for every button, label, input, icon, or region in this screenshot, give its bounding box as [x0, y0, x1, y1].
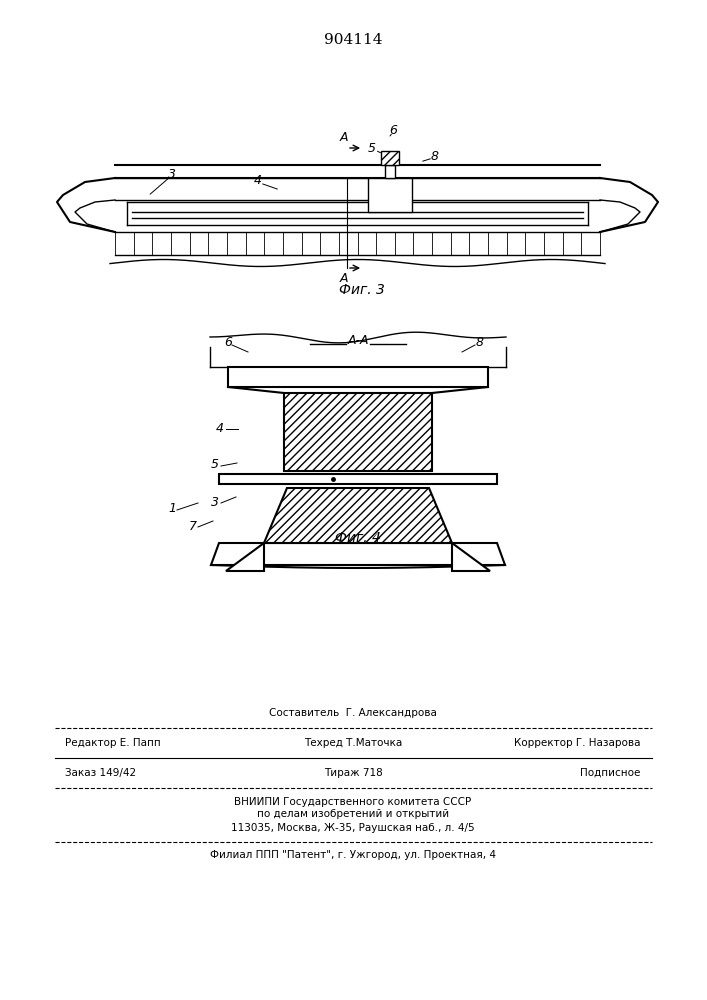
Text: Корректор Г. Назарова: Корректор Г. Назарова [513, 738, 640, 748]
Text: Филиал ППП "Патент", г. Ужгород, ул. Проектная, 4: Филиал ППП "Патент", г. Ужгород, ул. Про… [210, 850, 496, 860]
Text: 5: 5 [211, 458, 219, 471]
Polygon shape [264, 488, 452, 543]
Text: 3: 3 [168, 168, 176, 182]
Text: Фиг. 4: Фиг. 4 [335, 531, 381, 545]
Polygon shape [452, 543, 490, 571]
Text: ВНИИПИ Государственного комитета СССР: ВНИИПИ Государственного комитета СССР [235, 797, 472, 807]
Text: 4: 4 [254, 174, 262, 186]
Text: 8: 8 [431, 150, 439, 163]
Text: Подписное: Подписное [580, 768, 640, 778]
Text: 5: 5 [368, 142, 376, 155]
Text: 1: 1 [168, 502, 176, 516]
Text: 8: 8 [476, 336, 484, 349]
Bar [368, 178, 412, 212]
Text: 904114: 904114 [324, 33, 382, 47]
Text: 113035, Москва, Ж-35, Раушская наб., л. 4/5: 113035, Москва, Ж-35, Раушская наб., л. … [231, 823, 475, 833]
Polygon shape [226, 543, 264, 571]
Text: 6: 6 [224, 336, 232, 349]
Bar [228, 367, 488, 387]
Text: Тираж 718: Тираж 718 [324, 768, 382, 778]
Text: Составитель  Г. Александрова: Составитель Г. Александрова [269, 708, 437, 718]
Text: Техред Т.Маточка: Техред Т.Маточка [304, 738, 402, 748]
Text: 3: 3 [211, 495, 219, 508]
Bar [219, 474, 497, 484]
Text: А: А [340, 131, 349, 144]
Text: 4: 4 [216, 422, 224, 434]
Bar [284, 393, 432, 471]
Bar [385, 165, 395, 178]
Bar [381, 151, 399, 165]
Text: Редактор Е. Папп: Редактор Е. Папп [65, 738, 160, 748]
Text: 6: 6 [389, 123, 397, 136]
Text: Заказ 149/42: Заказ 149/42 [65, 768, 136, 778]
Text: по делам изобретений и открытий: по делам изобретений и открытий [257, 809, 449, 819]
Text: Фиг. 3: Фиг. 3 [339, 283, 385, 297]
Text: А: А [340, 272, 349, 285]
Text: 7: 7 [189, 520, 197, 532]
Polygon shape [211, 543, 505, 565]
Text: А-А: А-А [347, 334, 369, 347]
